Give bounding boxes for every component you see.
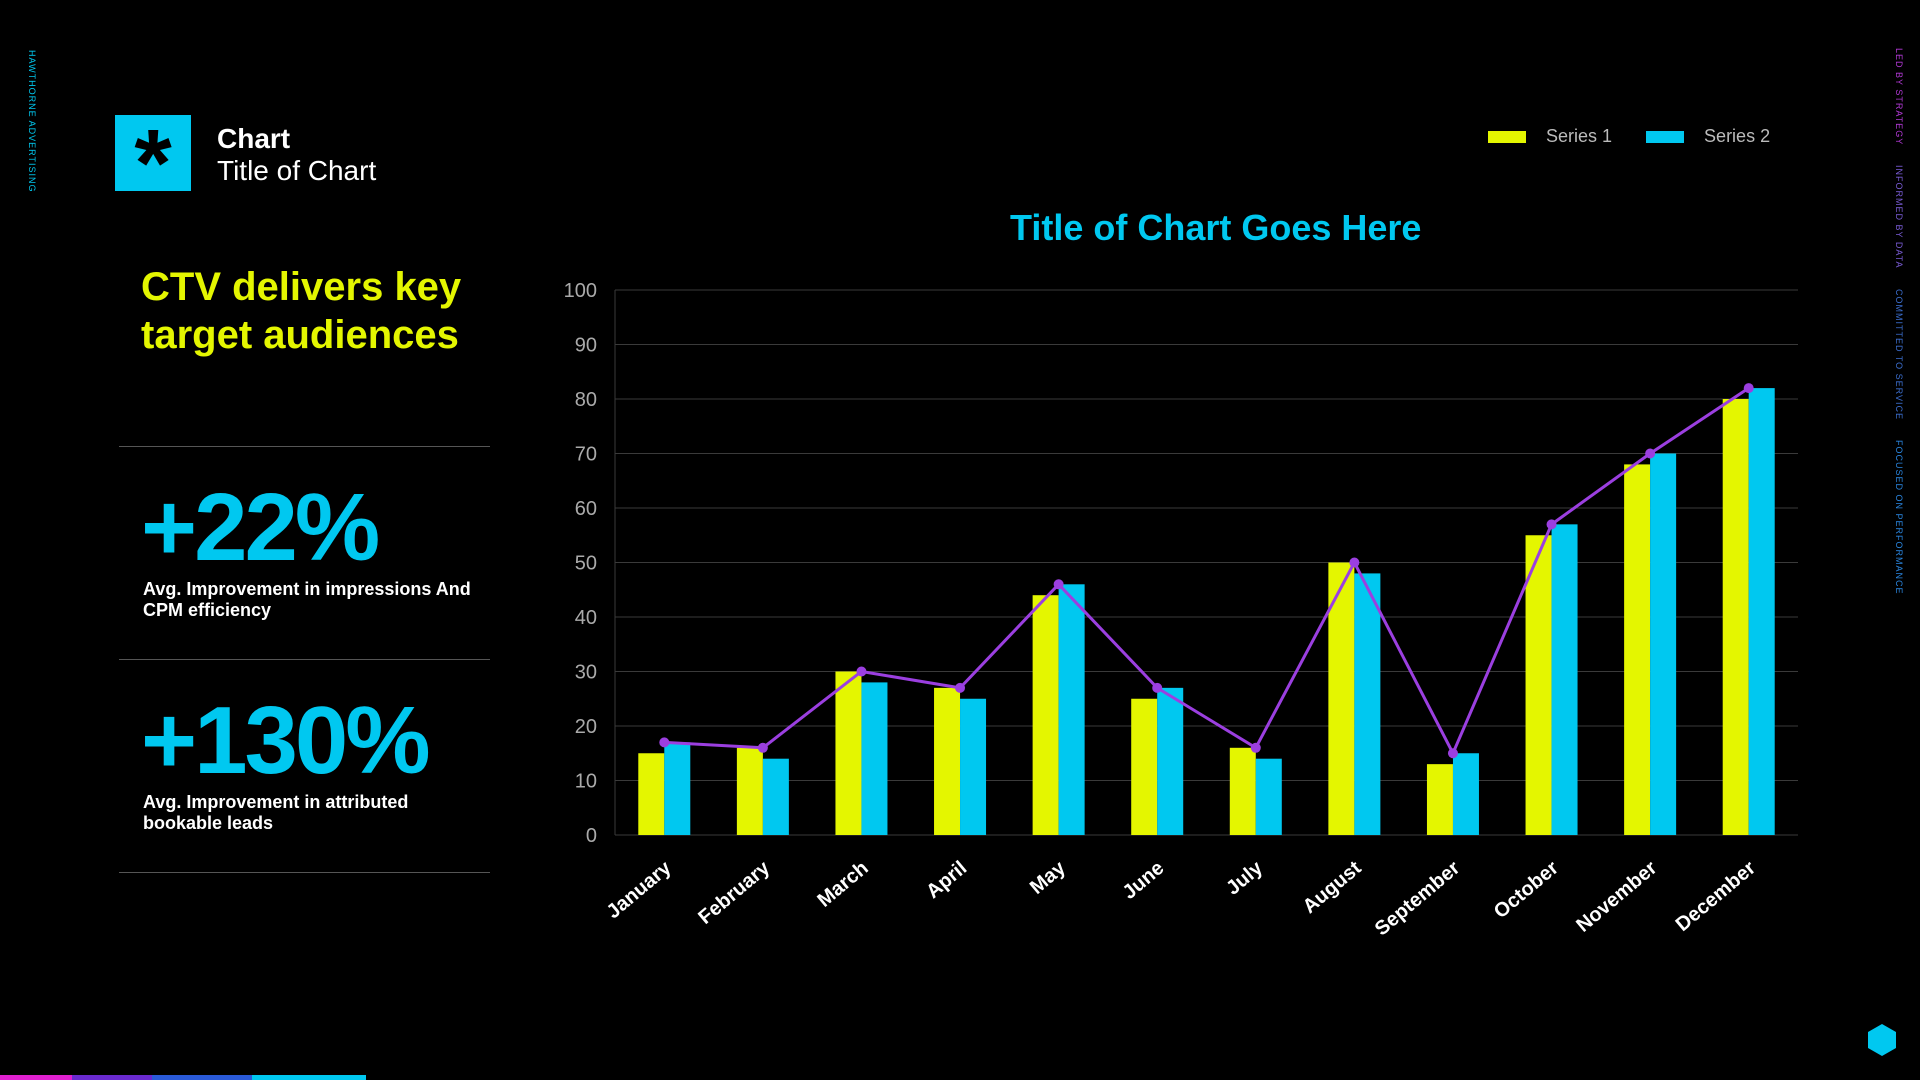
bar-1-august bbox=[1328, 562, 1355, 835]
bar-1-september bbox=[1426, 764, 1453, 835]
x-tick-label: April bbox=[922, 857, 971, 903]
bottom-accent-bar bbox=[72, 1075, 152, 1080]
divider bbox=[119, 446, 490, 447]
legend-label-series-2: Series 2 bbox=[1704, 126, 1771, 146]
trend-point bbox=[1152, 682, 1163, 693]
bar-1-january bbox=[638, 753, 665, 835]
x-tick-label: May bbox=[1026, 856, 1071, 898]
stat-value-leads: +130% bbox=[141, 687, 431, 794]
legend-item-series-1: Series 1 bbox=[1488, 126, 1612, 147]
y-tick-label: 100 bbox=[564, 280, 597, 302]
trend-point bbox=[856, 666, 867, 677]
y-tick-label: 60 bbox=[575, 498, 597, 520]
bar-1-november bbox=[1624, 464, 1651, 835]
bar-2-july bbox=[1255, 758, 1282, 835]
y-tick-label: 20 bbox=[575, 716, 597, 738]
trend-point bbox=[1743, 383, 1754, 394]
bar-2-september bbox=[1452, 753, 1479, 835]
side-values-text: LED BY STRATEGY INFORMED BY DATA COMMITTED… bbox=[1894, 48, 1904, 594]
side-value-1: INFORMED BY DATA bbox=[1894, 165, 1904, 269]
side-value-2: COMMITTED TO SERVICE bbox=[1894, 288, 1904, 420]
legend-swatch-series-2 bbox=[1646, 130, 1685, 143]
y-tick-label: 50 bbox=[575, 553, 597, 575]
bar-2-november bbox=[1650, 453, 1677, 835]
x-tick-label: November bbox=[1572, 857, 1661, 937]
divider bbox=[119, 659, 490, 660]
stat-desc-leads: Avg. Improvement in attributed bookable … bbox=[143, 792, 409, 833]
x-tick-label: September bbox=[1371, 857, 1464, 940]
side-brand-text: HAWTHORNE ADVERTISING bbox=[27, 50, 37, 193]
x-tick-label: December bbox=[1672, 857, 1760, 936]
y-tick-label: 30 bbox=[575, 662, 597, 684]
y-tick-label: 90 bbox=[575, 335, 597, 357]
side-value-0: LED BY STRATEGY bbox=[1894, 48, 1904, 146]
x-tick-label: March bbox=[813, 857, 872, 912]
trend-point bbox=[757, 742, 768, 753]
x-tick-label: June bbox=[1119, 857, 1169, 904]
bar-2-january bbox=[664, 742, 691, 835]
trend-point bbox=[1349, 557, 1360, 568]
bar-1-may bbox=[1032, 595, 1059, 835]
trend-point bbox=[1447, 748, 1458, 759]
trend-point bbox=[1250, 742, 1261, 753]
stat-value-impressions: +22% bbox=[141, 474, 380, 581]
chart-legend: Series 1 Series 2 bbox=[1488, 126, 1770, 147]
x-tick-label: July bbox=[1222, 856, 1267, 899]
trend-line bbox=[664, 386, 1750, 757]
bar-2-march bbox=[861, 682, 888, 835]
legend-swatch-series-1 bbox=[1488, 130, 1526, 143]
x-tick-label: January bbox=[603, 856, 677, 923]
legend-item-series-2: Series 2 bbox=[1646, 126, 1770, 147]
bar-2-december bbox=[1748, 388, 1775, 835]
side-value-3: FOCUSED ON PERFORMANCE bbox=[1894, 439, 1904, 595]
bar-2-april bbox=[960, 698, 987, 835]
trend-point bbox=[1546, 519, 1557, 530]
x-tick-label: February bbox=[694, 856, 774, 928]
divider bbox=[119, 872, 490, 873]
bottom-accent-bar bbox=[0, 1075, 72, 1080]
bar-2-october bbox=[1551, 524, 1578, 835]
trend-point bbox=[955, 682, 966, 693]
bar-2-june bbox=[1157, 687, 1184, 835]
bottom-accent-bar bbox=[152, 1075, 252, 1080]
hexagon-icon bbox=[1868, 1024, 1896, 1056]
y-tick-label: 70 bbox=[575, 444, 597, 466]
y-tick-label: 80 bbox=[575, 389, 597, 411]
legend-label-series-1: Series 1 bbox=[1546, 126, 1613, 146]
header-label: Chart bbox=[217, 123, 291, 154]
trend-point bbox=[1645, 448, 1656, 459]
stat-desc-impressions: Avg. Improvement in impressions And CPM … bbox=[143, 579, 471, 620]
bar-2-august bbox=[1354, 573, 1381, 835]
bar-1-april bbox=[934, 687, 961, 835]
trend-point bbox=[1053, 579, 1064, 590]
chart-title: Title of Chart Goes Here bbox=[1010, 207, 1422, 248]
bottom-accent-bar bbox=[252, 1075, 366, 1080]
trend-point bbox=[659, 737, 670, 748]
y-tick-label: 0 bbox=[586, 825, 597, 847]
y-tick-label: 10 bbox=[575, 771, 597, 793]
header-subtitle: Title of Chart bbox=[217, 155, 377, 186]
bar-1-june bbox=[1131, 698, 1158, 835]
y-tick-label: 40 bbox=[575, 607, 597, 629]
header-titles: Chart Title of Chart bbox=[217, 123, 376, 187]
x-tick-label: August bbox=[1299, 857, 1366, 918]
bar-1-july bbox=[1229, 747, 1256, 835]
headline: CTV delivers key target audiences bbox=[141, 265, 462, 357]
bar-1-march bbox=[835, 671, 862, 835]
bar-1-february bbox=[736, 747, 763, 835]
bar-1-october bbox=[1525, 535, 1552, 835]
bar-2-may bbox=[1058, 584, 1085, 835]
bar-1-december bbox=[1722, 399, 1749, 835]
bar-2-february bbox=[762, 758, 789, 835]
x-tick-label: October bbox=[1490, 857, 1563, 923]
